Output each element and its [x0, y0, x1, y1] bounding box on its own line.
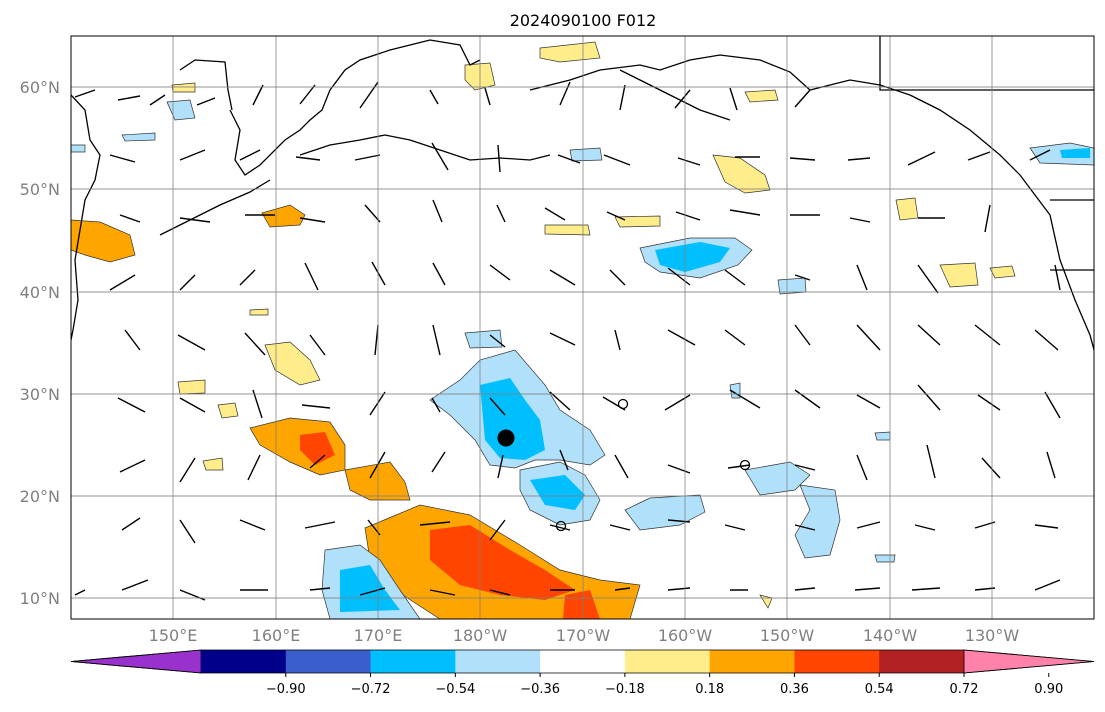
colorbar-segment [540, 650, 626, 673]
longitude-labels: 150°E 160°E 170°E 180°W 170°W 160°W 150°… [149, 626, 1020, 645]
lon-label: 160°E [252, 626, 301, 645]
map-area [71, 36, 1094, 619]
lat-label: 40°N [20, 283, 60, 302]
colorbar-tick-label: 0.72 [950, 682, 979, 697]
colorbar-segment [794, 650, 880, 673]
negative-anomaly-regions [71, 99, 1094, 619]
open-circle-marker [555, 520, 567, 532]
lon-label: 140°W [863, 626, 918, 645]
map-frame [70, 35, 1095, 620]
colorbar-segment [455, 650, 541, 673]
colorbar-outline [70, 649, 1095, 674]
colorbar-tick-label: 0.90 [1034, 682, 1063, 697]
colorbar-segment [624, 650, 711, 673]
lat-label: 10°N [20, 589, 60, 608]
colorbar-segment [879, 650, 965, 673]
colorbar-tick-label: −0.18 [605, 682, 645, 697]
lat-label: 30°N [20, 385, 60, 404]
colorbar-tick-label: 0.18 [695, 682, 724, 697]
colorbar-tick-label: 0.36 [780, 682, 809, 697]
lon-label: 130°W [965, 626, 1020, 645]
lon-label: 180°W [453, 626, 508, 645]
colorbar-tick-label: −0.72 [351, 682, 391, 697]
colorbar-tick-label: 0.54 [865, 682, 894, 697]
colorbar-extend-low [70, 649, 202, 674]
colorbar-segment [370, 650, 456, 673]
colorbar: −0.90 −0.72 −0.54 −0.36 −0.18 0.18 0.36 0.54 0.7… [70, 649, 1095, 697]
colorbar-tick-label: −0.36 [520, 682, 560, 697]
open-circle-marker [617, 398, 629, 410]
markers [497, 398, 751, 532]
colorbar-tick-label: −0.54 [435, 682, 475, 697]
coastlines [71, 36, 1094, 351]
lon-label: 160°W [658, 626, 713, 645]
wind-barbs [74, 81, 1061, 601]
lat-label: 60°N [20, 78, 60, 97]
lon-label: 170°W [556, 626, 611, 645]
colorbar-tick-label: −0.90 [266, 682, 306, 697]
lon-label: 150°W [760, 626, 815, 645]
open-circle-marker [739, 459, 751, 471]
colorbar-segment [285, 650, 372, 673]
lon-label: 170°E [354, 626, 403, 645]
latitude-labels: 60°N 50°N 40°N 30°N 20°N 10°N [20, 78, 60, 608]
colorbar-segment [709, 650, 795, 673]
lon-label: 150°E [149, 626, 198, 645]
colorbar-segment [201, 650, 287, 673]
lat-label: 50°N [20, 180, 60, 199]
map-title: 2024090100 F012 [510, 11, 657, 30]
lat-label: 20°N [20, 487, 60, 506]
colorbar-extend-high [963, 649, 1095, 674]
filled-circle-marker [497, 429, 515, 447]
gridlines [71, 36, 1094, 619]
